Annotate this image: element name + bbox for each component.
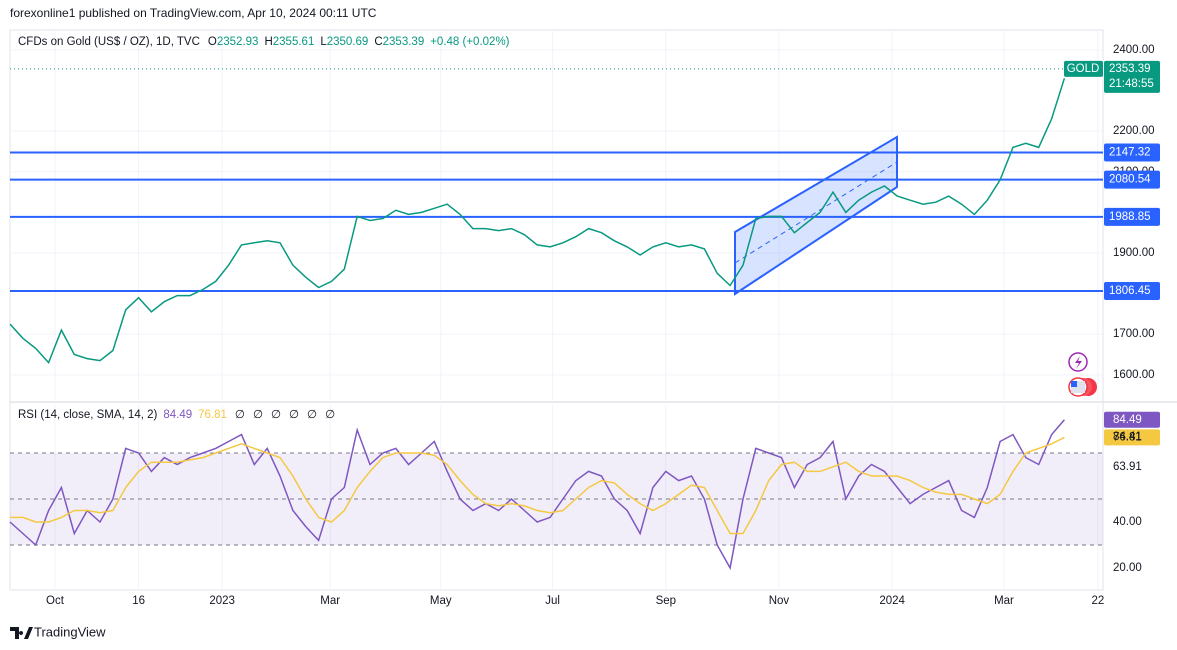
rsi-legend: RSI (14, close, SMA, 14, 2) 84.49 76.81 ∅ ∅ ∅… bbox=[18, 409, 335, 421]
x-tick-label: Sep bbox=[656, 595, 676, 607]
level-box bbox=[1104, 170, 1160, 189]
x-tick-label: Mar bbox=[320, 595, 340, 607]
x-tick-label: 2023 bbox=[209, 595, 235, 607]
last-price-label: 2353.39 bbox=[1109, 63, 1151, 75]
legend-key: O bbox=[208, 36, 217, 48]
legend-title: CFDs on Gold (US$ / OZ), 1D, TVC bbox=[18, 36, 200, 48]
level-box bbox=[1104, 281, 1160, 300]
legend-flag: ∅ bbox=[235, 409, 245, 421]
legend-value: 2352.93 bbox=[217, 36, 259, 48]
legend-change: +0.48 (+0.02%) bbox=[430, 36, 509, 48]
logo bbox=[10, 627, 33, 639]
x-tick-label: May bbox=[430, 595, 452, 607]
legend-flag: ∅ bbox=[253, 409, 263, 421]
y-tick-label: 84.41 bbox=[1113, 431, 1142, 443]
axis: Oct 16 2023 Mar May Jul Sep Nov 2024 Mar 22 1600.00… bbox=[46, 44, 1160, 607]
x-tick-label: 22 bbox=[1091, 595, 1104, 607]
legend-flag: ∅ bbox=[325, 409, 335, 421]
plot bbox=[9, 68, 1103, 571]
price-line bbox=[10, 436, 1065, 535]
x-tick-label: Oct bbox=[46, 595, 65, 607]
last-price-box bbox=[1104, 60, 1160, 93]
legend-flag: ∅ bbox=[271, 409, 281, 421]
level-box bbox=[1104, 143, 1160, 162]
level-box bbox=[1104, 207, 1160, 226]
flag-canton bbox=[1071, 381, 1077, 387]
header: forexonline1 published on TradingView.co… bbox=[10, 6, 377, 20]
rsi-value-label: 76.81 bbox=[1113, 431, 1142, 443]
legend-key: C bbox=[374, 36, 382, 48]
icons bbox=[1068, 352, 1097, 397]
legend-value: 84.49 bbox=[163, 409, 192, 421]
x-tick-label: 16 bbox=[132, 595, 145, 607]
x-tick-label: Jul bbox=[545, 595, 560, 607]
brand: TradingView bbox=[34, 624, 106, 639]
x-tick-label: Mar bbox=[994, 595, 1014, 607]
y-tick-label: 2200.00 bbox=[1113, 125, 1155, 137]
legend-flag: ∅ bbox=[289, 409, 299, 421]
y-tick-label: 20.00 bbox=[1113, 562, 1142, 574]
level-label: 1988.85 bbox=[1109, 211, 1151, 223]
y-tick-label: 1700.00 bbox=[1113, 328, 1155, 340]
level-label: 2147.32 bbox=[1109, 147, 1151, 159]
channel-mid bbox=[734, 161, 898, 264]
level-label: 2080.54 bbox=[1109, 174, 1151, 186]
rsi-value-box bbox=[1104, 429, 1160, 446]
y-tick-label: 2400.00 bbox=[1113, 44, 1155, 56]
legend-value: 76.81 bbox=[198, 409, 227, 421]
legend-key: H bbox=[264, 36, 272, 48]
grid bbox=[10, 30, 1103, 590]
legend-title: RSI (14, close, SMA, 14, 2) bbox=[18, 409, 158, 421]
y-tick-label: 1600.00 bbox=[1113, 369, 1155, 381]
legend-value: 2355.61 bbox=[273, 36, 315, 48]
alert-bolt bbox=[1075, 356, 1082, 369]
price-line bbox=[9, 78, 1066, 364]
y-tick-label: 1900.00 bbox=[1113, 247, 1155, 259]
symbol-box bbox=[1064, 60, 1103, 77]
y-tick-label: 63.91 bbox=[1113, 461, 1142, 473]
rsi-value-box bbox=[1104, 411, 1160, 428]
price-line bbox=[9, 419, 1065, 571]
legend-value: 2353.39 bbox=[383, 36, 425, 48]
legend-value: 2350.69 bbox=[327, 36, 369, 48]
countdown: 21:48:55 bbox=[1109, 78, 1154, 90]
rsi-value-label: 84.49 bbox=[1113, 414, 1142, 426]
price-legend: CFDs on Gold (US$ / OZ), 1D, TVC O2352.93… bbox=[18, 36, 510, 48]
level-label: 1806.45 bbox=[1109, 285, 1151, 297]
footer: TradingView bbox=[10, 624, 106, 639]
legend-flag: ∅ bbox=[307, 409, 317, 421]
x-tick-label: 2024 bbox=[879, 595, 905, 607]
legend-key: L bbox=[320, 36, 327, 48]
y-tick-label: 40.00 bbox=[1113, 516, 1142, 528]
x-tick-label: Nov bbox=[769, 595, 790, 607]
symbol-label: GOLD bbox=[1067, 63, 1100, 75]
